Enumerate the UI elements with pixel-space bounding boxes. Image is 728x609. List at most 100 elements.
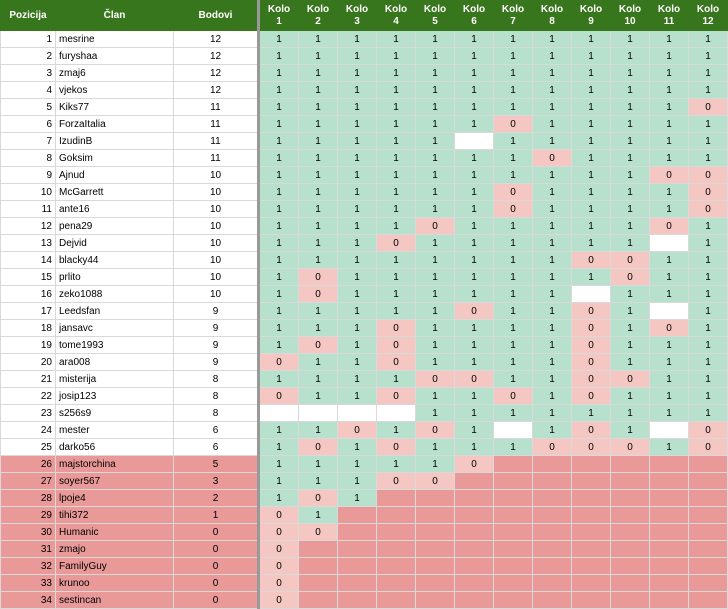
round-result-cell[interactable]: 0 (688, 438, 728, 456)
points-cell[interactable]: 11 (173, 132, 260, 150)
position-header[interactable]: Pozicija (0, 0, 56, 31)
round-result-cell[interactable]: 0 (298, 438, 338, 456)
round-result-cell[interactable]: 1 (571, 200, 611, 218)
round-result-cell[interactable] (610, 523, 650, 541)
member-name-cell[interactable]: zmajo (55, 540, 174, 558)
round-result-cell[interactable]: 1 (258, 217, 299, 235)
round-result-cell[interactable]: 1 (376, 455, 416, 473)
round-result-cell[interactable]: 1 (454, 336, 494, 354)
points-cell[interactable]: 0 (173, 523, 260, 541)
round-result-cell[interactable] (610, 540, 650, 558)
round-result-cell[interactable]: 1 (532, 183, 572, 201)
position-cell[interactable]: 3 (0, 64, 56, 82)
round-result-cell[interactable] (337, 523, 377, 541)
points-cell[interactable]: 11 (173, 115, 260, 133)
round-result-cell[interactable] (532, 506, 572, 524)
round-result-cell[interactable]: 1 (298, 98, 338, 116)
round-result-cell[interactable] (493, 421, 533, 439)
round-header-8[interactable]: Kolo 8 (532, 0, 572, 31)
round-result-cell[interactable]: 1 (493, 251, 533, 269)
round-result-cell[interactable] (571, 489, 611, 507)
round-result-cell[interactable]: 0 (376, 336, 416, 354)
round-header-3[interactable]: Kolo 3 (337, 0, 377, 31)
round-result-cell[interactable]: 1 (649, 200, 689, 218)
round-result-cell[interactable] (649, 540, 689, 558)
member-name-cell[interactable]: Leedsfan (55, 302, 174, 320)
round-result-cell[interactable]: 1 (337, 370, 377, 388)
round-result-cell[interactable]: 0 (376, 234, 416, 252)
position-cell[interactable]: 27 (0, 472, 56, 490)
round-result-cell[interactable] (493, 574, 533, 592)
round-result-cell[interactable]: 1 (493, 285, 533, 303)
round-result-cell[interactable]: 0 (454, 455, 494, 473)
round-result-cell[interactable]: 1 (688, 251, 728, 269)
round-result-cell[interactable]: 0 (571, 251, 611, 269)
round-result-cell[interactable]: 1 (415, 336, 455, 354)
round-result-cell[interactable]: 0 (532, 149, 572, 167)
round-result-cell[interactable]: 1 (532, 47, 572, 65)
round-result-cell[interactable] (454, 574, 494, 592)
member-name-cell[interactable]: Dejvid (55, 234, 174, 252)
round-result-cell[interactable] (649, 523, 689, 541)
round-result-cell[interactable]: 1 (532, 268, 572, 286)
member-name-cell[interactable]: soyer567 (55, 472, 174, 490)
round-result-cell[interactable]: 1 (454, 404, 494, 422)
member-name-cell[interactable]: tihi372 (55, 506, 174, 524)
round-result-cell[interactable] (493, 489, 533, 507)
round-result-cell[interactable]: 1 (493, 319, 533, 337)
round-result-cell[interactable]: 1 (493, 132, 533, 150)
round-result-cell[interactable]: 1 (376, 64, 416, 82)
round-result-cell[interactable]: 1 (337, 47, 377, 65)
round-result-cell[interactable]: 1 (688, 149, 728, 167)
round-result-cell[interactable]: 1 (493, 336, 533, 354)
round-result-cell[interactable]: 1 (298, 319, 338, 337)
position-cell[interactable]: 2 (0, 47, 56, 65)
round-result-cell[interactable]: 1 (415, 251, 455, 269)
round-result-cell[interactable] (571, 285, 611, 303)
round-result-cell[interactable]: 1 (258, 455, 299, 473)
position-cell[interactable]: 32 (0, 557, 56, 575)
round-result-cell[interactable]: 1 (493, 302, 533, 320)
round-result-cell[interactable]: 0 (258, 540, 299, 558)
round-result-cell[interactable]: 1 (649, 370, 689, 388)
round-result-cell[interactable]: 1 (376, 251, 416, 269)
round-result-cell[interactable]: 1 (493, 438, 533, 456)
round-result-cell[interactable]: 1 (688, 319, 728, 337)
round-result-cell[interactable] (298, 404, 338, 422)
round-result-cell[interactable]: 1 (493, 353, 533, 371)
member-name-cell[interactable]: mester (55, 421, 174, 439)
round-result-cell[interactable]: 0 (571, 438, 611, 456)
member-name-cell[interactable]: FamilyGuy (55, 557, 174, 575)
round-result-cell[interactable]: 1 (337, 183, 377, 201)
round-result-cell[interactable]: 0 (610, 370, 650, 388)
round-result-cell[interactable]: 0 (415, 421, 455, 439)
points-cell[interactable]: 9 (173, 302, 260, 320)
round-result-cell[interactable]: 0 (649, 166, 689, 184)
round-header-4[interactable]: Kolo 4 (376, 0, 416, 31)
round-result-cell[interactable] (571, 574, 611, 592)
round-result-cell[interactable] (649, 472, 689, 490)
member-name-cell[interactable]: blacky44 (55, 251, 174, 269)
round-result-cell[interactable]: 1 (532, 234, 572, 252)
round-result-cell[interactable]: 1 (532, 404, 572, 422)
round-result-cell[interactable] (688, 455, 728, 473)
round-result-cell[interactable] (376, 404, 416, 422)
round-result-cell[interactable]: 1 (532, 336, 572, 354)
member-header[interactable]: Član (55, 0, 174, 31)
round-result-cell[interactable]: 1 (337, 98, 377, 116)
round-result-cell[interactable]: 1 (649, 387, 689, 405)
round-result-cell[interactable]: 1 (415, 200, 455, 218)
round-result-cell[interactable]: 1 (337, 251, 377, 269)
round-result-cell[interactable]: 1 (454, 268, 494, 286)
round-result-cell[interactable]: 1 (298, 506, 338, 524)
round-result-cell[interactable]: 1 (258, 251, 299, 269)
points-cell[interactable]: 12 (173, 30, 260, 48)
round-result-cell[interactable] (571, 472, 611, 490)
round-result-cell[interactable]: 1 (337, 217, 377, 235)
points-cell[interactable]: 3 (173, 472, 260, 490)
member-name-cell[interactable]: ara008 (55, 353, 174, 371)
round-result-cell[interactable]: 1 (649, 47, 689, 65)
round-result-cell[interactable] (688, 489, 728, 507)
round-result-cell[interactable] (454, 591, 494, 609)
round-result-cell[interactable]: 0 (688, 166, 728, 184)
